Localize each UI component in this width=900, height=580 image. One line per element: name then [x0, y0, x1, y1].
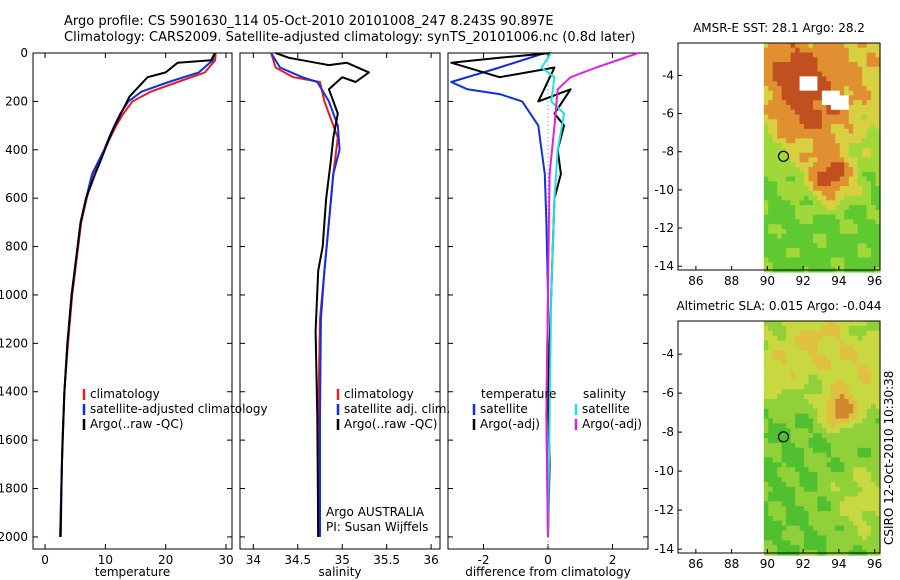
temperature-series-0: [59, 52, 217, 537]
sla_map-xtick-label: 90: [760, 557, 775, 571]
depth-tick-label: 0: [20, 46, 28, 60]
salinity-series-1: [270, 52, 341, 537]
depth-tick-label: 1200: [0, 336, 28, 350]
salinity-series-2: [275, 52, 370, 537]
difference-series-0: [450, 52, 549, 537]
salinity-legend-entry: Argo(..raw -QC): [344, 417, 437, 431]
depth-tick-label: 600: [5, 191, 28, 205]
sst_map-argo-marker: [777, 150, 790, 162]
sla_map-xtick-label: 92: [795, 557, 810, 571]
salinity-xlabel: salinity: [318, 565, 361, 579]
sst_map-ytick-label: -14: [654, 259, 674, 273]
depth-tick-label: 400: [5, 143, 28, 157]
sla_map-ytick-label: -8: [662, 425, 674, 439]
difference-xtick-label: -2: [477, 553, 489, 567]
depth-tick-label: 1400: [0, 385, 28, 399]
temperature-xlabel: temperature: [95, 565, 170, 579]
sla_map-field: [763, 321, 881, 556]
sla_map-ytick-label: -4: [662, 347, 674, 361]
difference-series-2: [540, 52, 566, 537]
legend-title-salinity: salinity: [583, 387, 626, 401]
sst_map-xtick-label: 94: [831, 274, 846, 288]
salinity-legend-entry: satellite adj. clim.: [344, 402, 450, 416]
depth-tick-label: 1000: [0, 288, 28, 302]
sla_map-xtick-label: 94: [831, 557, 846, 571]
temperature-series-1: [59, 52, 216, 537]
difference-series-1: [450, 52, 572, 537]
figure-title-line1: Argo profile: CS 5901630_114 05-Oct-2010…: [64, 14, 554, 29]
pi-credit: PI: Susan Wijffels: [326, 520, 428, 534]
figure-title-line2: Climatology: CARS2009. Satellite-adjuste…: [64, 30, 636, 45]
sla_map-title: Altimetric SLA: 0.015 Argo: -0.044: [676, 299, 881, 313]
sst_map-xtick-label: 90: [760, 274, 775, 288]
temperature-legend-entry: satellite-adjusted climatology: [90, 402, 268, 416]
legend-entry: Argo(-adj): [480, 417, 540, 431]
sst_map-xtick-label: 96: [867, 274, 882, 288]
temperature-legend-entry: climatology: [90, 387, 160, 401]
salinity-xtick-label: 35: [335, 553, 350, 567]
sla_map-ytick-label: -12: [654, 503, 674, 517]
sst_map-title: AMSR-E SST: 28.1 Argo: 28.2: [693, 21, 865, 35]
legend-entry: satellite: [582, 402, 630, 416]
temperature-series-2: [59, 52, 216, 537]
sst_map-ytick-label: -10: [654, 183, 674, 197]
sla_map-xtick-label: 86: [688, 557, 703, 571]
legend-entry: Argo(-adj): [582, 417, 642, 431]
sst_map-ytick-label: -6: [662, 107, 674, 121]
sst_map-xtick-label: 86: [688, 274, 703, 288]
salinity-axes-frame: [239, 52, 441, 550]
timestamp: CSIRO 12-Oct-2010 10:30:38: [882, 371, 896, 545]
sla_map-frame: [677, 320, 881, 554]
salinity-xtick-label: 36: [423, 553, 438, 567]
difference-xtick-label: 0: [544, 553, 552, 567]
salinity-series-0: [270, 52, 339, 537]
sla_map-ytick-label: -10: [654, 464, 674, 478]
sst_map-ytick-label: -12: [654, 221, 674, 235]
sla_map-xtick-label: 88: [724, 557, 739, 571]
sla_map-xtick-label: 96: [867, 557, 882, 571]
sst_map-xtick-label: 88: [724, 274, 739, 288]
sst_map-xtick-label: 92: [795, 274, 810, 288]
legend-title-temperature: temperature: [481, 387, 556, 401]
salinity-legend-entry: climatology: [344, 387, 414, 401]
temperature-xtick-label: 0: [41, 553, 49, 567]
difference-series-3: [545, 52, 639, 537]
sla_map-ytick-label: -14: [654, 542, 674, 556]
salinity-xtick-label: 34: [246, 553, 261, 567]
argo-credit: Argo AUSTRALIA: [326, 505, 425, 519]
salinity-xtick-label: 35.5: [373, 553, 400, 567]
salinity-xtick-label: 34.5: [284, 553, 311, 567]
temperature-legend-entry: Argo(..raw -QC): [90, 417, 183, 431]
depth-tick-label: 1600: [0, 433, 28, 447]
sst_map-ytick-label: -4: [662, 68, 674, 82]
temperature-axes-frame: [32, 52, 233, 550]
legend-entry: satellite: [480, 402, 528, 416]
sst_map-frame: [677, 42, 881, 271]
depth-tick-label: 2000: [0, 530, 28, 544]
temperature-xtick-label: 10: [98, 553, 113, 567]
sla_map-ytick-label: -6: [662, 386, 674, 400]
depth-tick-label: 200: [5, 94, 28, 108]
difference-xlabel: difference from climatology: [465, 565, 631, 579]
difference-xtick-label: 2: [609, 553, 617, 567]
depth-tick-label: 800: [5, 240, 28, 254]
sst_map-ytick-label: -8: [662, 145, 674, 159]
depth-tick-label: 1800: [0, 482, 28, 496]
sst_map-field: [763, 43, 881, 273]
temperature-xtick-label: 20: [158, 553, 173, 567]
temperature-xtick-label: 30: [218, 553, 233, 567]
sla_map-argo-marker: [777, 431, 790, 443]
